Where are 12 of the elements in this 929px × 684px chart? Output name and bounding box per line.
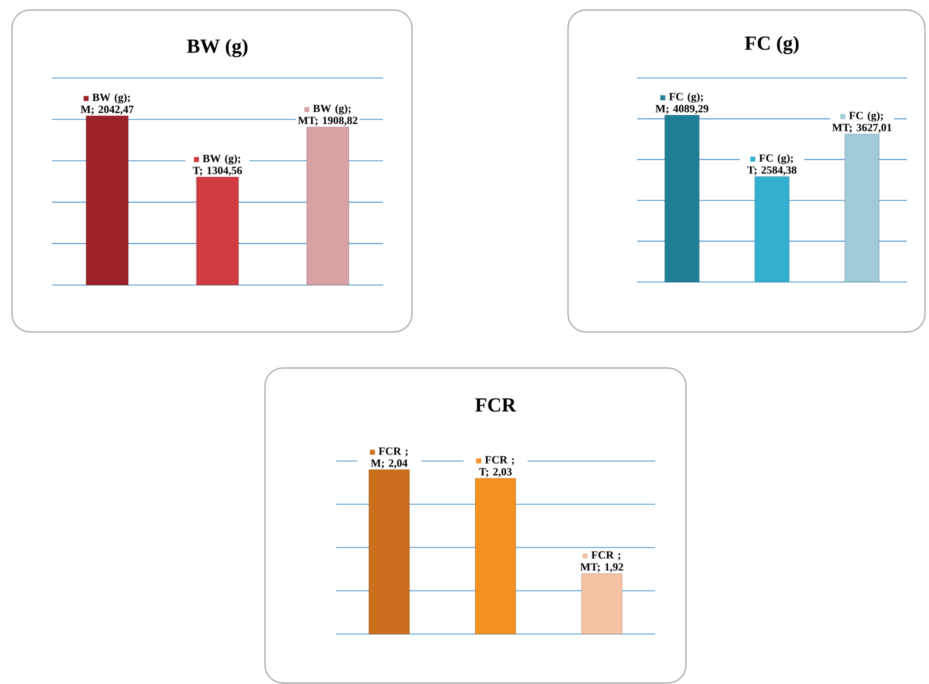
data-label: BW (g); T; 1304,56: [192, 154, 242, 176]
data-label: FCR ; T; 2,03: [479, 456, 514, 478]
data-label: FC (g); M; 4089,29: [655, 92, 708, 114]
chart-title: FCR: [475, 398, 516, 412]
chart-title: BW (g): [187, 38, 248, 58]
data-label: FCR ; MT; 1,92: [580, 551, 624, 572]
data-label: BW (g); MT; 1908,82: [298, 104, 358, 126]
data-label: FC (g); MT; 3627,01: [832, 111, 892, 133]
data-label: BW (g); M; 2042,47: [80, 93, 134, 115]
data-label: FC (g); T; 2584,38: [747, 154, 796, 176]
chart-title: FC (g): [744, 36, 799, 54]
data-label: FCR ; M; 2,04: [370, 447, 408, 468]
